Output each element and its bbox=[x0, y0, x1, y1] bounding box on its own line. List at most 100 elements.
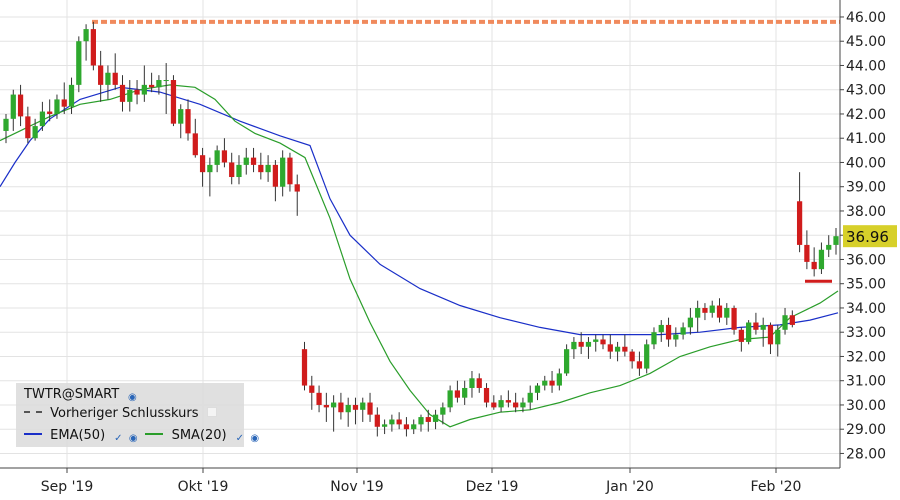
candle-body bbox=[185, 109, 191, 134]
legend-indicators-row[interactable]: EMA(50) ✓ ◉ SMA(20) ✓ ◉ bbox=[16, 426, 261, 446]
candle-body bbox=[316, 392, 322, 405]
legend-prev-close-label[interactable]: Vorheriger Schlusskurs bbox=[50, 406, 199, 421]
candle bbox=[17, 84, 24, 127]
candle-body bbox=[724, 307, 730, 318]
candle-body bbox=[25, 116, 31, 139]
candle-body bbox=[163, 80, 169, 82]
candle bbox=[687, 307, 694, 335]
candle bbox=[250, 147, 257, 173]
candle bbox=[709, 300, 715, 318]
check-icon[interactable]: ✓ bbox=[235, 433, 244, 444]
y-tick-label: 42.00 bbox=[846, 107, 886, 123]
candle-body bbox=[309, 385, 315, 393]
candle-body bbox=[542, 380, 548, 386]
candle-body bbox=[563, 349, 570, 374]
candle-body bbox=[272, 164, 279, 187]
last-price-badge-bg bbox=[843, 225, 897, 248]
candle bbox=[462, 380, 468, 405]
candle-body bbox=[178, 109, 184, 124]
candle-body bbox=[469, 378, 475, 388]
check-icon[interactable]: ✓ bbox=[114, 433, 123, 444]
candle-body bbox=[425, 417, 431, 422]
candle bbox=[134, 80, 140, 105]
y-tick-label: 43.00 bbox=[846, 83, 886, 99]
candle-body bbox=[716, 305, 723, 318]
candle-body bbox=[83, 29, 89, 42]
candle-body bbox=[600, 339, 606, 345]
candle-body bbox=[505, 400, 511, 403]
candle-body bbox=[556, 373, 562, 386]
candle-body bbox=[622, 346, 628, 352]
candle bbox=[789, 310, 795, 328]
last-price-label: 36.96 bbox=[846, 228, 889, 246]
legend-symbol[interactable]: TWTR@SMART bbox=[24, 387, 120, 402]
candle-body bbox=[250, 157, 257, 165]
y-tick-label: 40.00 bbox=[846, 155, 886, 171]
candle-body bbox=[331, 402, 337, 408]
candle-body bbox=[680, 327, 686, 335]
candle bbox=[767, 322, 774, 355]
candle-body bbox=[760, 324, 766, 330]
candle-body bbox=[32, 126, 38, 139]
candle-body bbox=[199, 155, 206, 173]
candle-body bbox=[826, 244, 832, 250]
candle bbox=[695, 300, 701, 333]
y-tick-label: 28.00 bbox=[846, 446, 886, 462]
square-icon[interactable] bbox=[206, 407, 217, 417]
candle bbox=[556, 368, 562, 391]
candle-body bbox=[47, 111, 53, 114]
candle bbox=[229, 152, 235, 185]
legend[interactable]: TWTR@SMART ◉ Vorheriger Schlusskurs EMA(… bbox=[16, 383, 259, 447]
candle-body bbox=[440, 407, 446, 415]
candle-body bbox=[818, 249, 825, 270]
candle-body bbox=[811, 261, 817, 270]
candle-body bbox=[578, 341, 584, 347]
legend-ema-label[interactable]: EMA(50) bbox=[50, 428, 106, 443]
candle-body bbox=[658, 324, 664, 333]
candle-body bbox=[665, 324, 672, 340]
candle bbox=[294, 174, 300, 216]
candle bbox=[367, 392, 373, 422]
candle bbox=[578, 332, 584, 355]
globe-icon[interactable]: ◉ bbox=[127, 392, 137, 403]
candle bbox=[243, 147, 249, 175]
candle-body bbox=[76, 41, 82, 85]
candle-body bbox=[571, 341, 577, 350]
candle-body bbox=[673, 334, 679, 340]
grid-lines bbox=[0, 0, 840, 468]
candle-body bbox=[709, 305, 715, 313]
candle bbox=[156, 75, 162, 95]
candle bbox=[796, 172, 803, 253]
candle bbox=[520, 397, 526, 413]
y-tick-label: 33.00 bbox=[846, 325, 886, 341]
candle bbox=[10, 89, 16, 131]
candle-body bbox=[833, 236, 839, 245]
candle bbox=[32, 118, 38, 141]
candle-body bbox=[498, 400, 504, 408]
candle-body bbox=[651, 332, 657, 345]
candle-body bbox=[17, 94, 24, 117]
candle bbox=[163, 63, 169, 114]
candle-body bbox=[207, 164, 213, 173]
candle-body bbox=[360, 402, 366, 410]
candle bbox=[83, 24, 89, 61]
candle-body bbox=[127, 89, 133, 102]
legend-sma-label[interactable]: SMA(20) bbox=[171, 428, 227, 443]
candle-body bbox=[731, 307, 737, 330]
candle-body bbox=[796, 201, 803, 245]
y-tick-label: 30.00 bbox=[846, 398, 886, 414]
candlesticks bbox=[3, 21, 839, 437]
legend-symbol-row[interactable]: TWTR@SMART ◉ bbox=[24, 385, 138, 405]
globe-icon[interactable]: ◉ bbox=[128, 433, 138, 444]
candle-body bbox=[98, 65, 104, 85]
candle bbox=[491, 395, 497, 410]
candle-body bbox=[454, 390, 461, 398]
candle bbox=[345, 397, 351, 427]
candle bbox=[469, 371, 475, 398]
legend-prev-close-row[interactable]: Vorheriger Schlusskurs bbox=[16, 404, 217, 424]
candle-body bbox=[10, 94, 16, 119]
candle-body bbox=[804, 244, 810, 262]
candle bbox=[178, 104, 184, 139]
globe-icon[interactable]: ◉ bbox=[250, 433, 260, 444]
candle-body bbox=[491, 402, 497, 408]
